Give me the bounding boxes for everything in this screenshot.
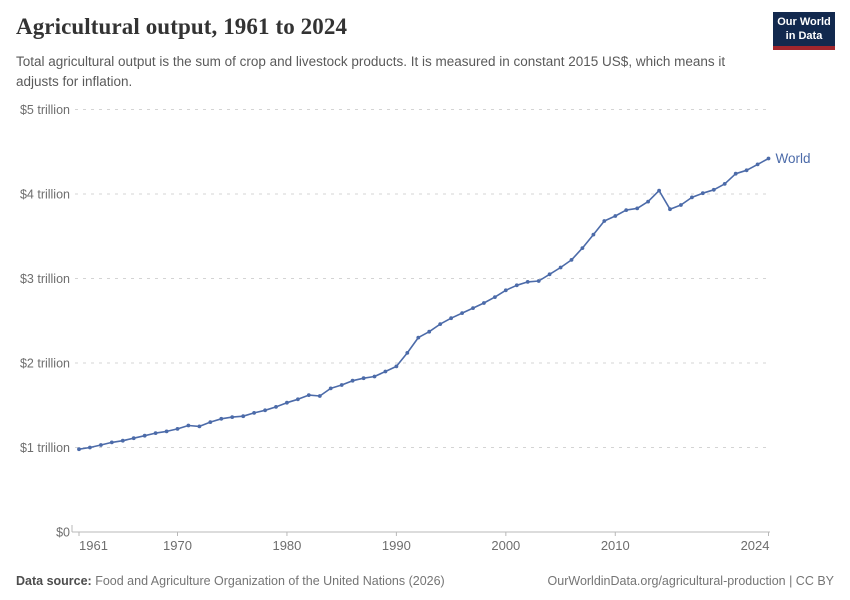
data-point: [591, 232, 596, 237]
data-source: Data source: Food and Agriculture Organi…: [16, 574, 445, 588]
data-point: [536, 279, 541, 283]
owid-logo-line2: in Data: [785, 29, 823, 42]
y-tick-label: $4 trillion: [20, 188, 70, 202]
data-point: [219, 416, 224, 421]
data-point: [339, 383, 344, 387]
data-point: [153, 431, 158, 435]
data-point: [328, 386, 333, 391]
data-point: [503, 288, 508, 293]
data-point: [241, 414, 246, 419]
series-end-label: World: [776, 151, 811, 166]
data-point: [285, 400, 289, 405]
data-point: [755, 162, 760, 167]
data-point: [438, 322, 443, 326]
data-point: [416, 335, 421, 340]
owid-logo-line1: Our World: [777, 16, 831, 28]
data-source-label: Data source:: [16, 574, 92, 588]
data-point: [306, 393, 311, 397]
data-point: [668, 207, 672, 212]
data-point: [525, 280, 530, 284]
data-point: [77, 447, 81, 452]
data-point: [142, 433, 147, 438]
y-tick-label: $5 trillion: [20, 103, 70, 117]
data-point: [296, 397, 300, 402]
data-point: [602, 219, 607, 223]
data-point: [99, 443, 103, 447]
x-tick-label: 2024: [741, 538, 770, 553]
data-point: [624, 208, 629, 213]
data-point: [744, 168, 749, 173]
chart-footer: Data source: Food and Agriculture Organi…: [16, 574, 834, 588]
data-point: [372, 374, 377, 379]
data-point: [679, 203, 683, 207]
data-point: [164, 429, 169, 434]
data-point: [514, 283, 519, 288]
attribution: OurWorldinData.org/agricultural-producti…: [547, 574, 834, 588]
x-tick-label: 2000: [491, 538, 520, 553]
chart-title: Agricultural output, 1961 to 2024: [16, 14, 348, 39]
data-point: [766, 156, 771, 161]
data-point: [482, 301, 486, 305]
data-point: [405, 351, 410, 355]
x-tick-label: 1990: [382, 538, 411, 553]
data-point: [449, 316, 453, 321]
data-point: [186, 423, 191, 428]
data-point: [252, 411, 256, 415]
data-point: [722, 182, 727, 186]
data-point: [427, 329, 432, 334]
data-point: [471, 306, 475, 310]
y-tick-label: $0: [56, 526, 70, 540]
y-tick-label: $3 trillion: [20, 272, 70, 286]
data-point: [131, 436, 136, 441]
x-tick-label: 1980: [272, 538, 301, 553]
data-point: [711, 187, 716, 192]
data-point: [274, 405, 278, 409]
data-point: [657, 188, 661, 193]
data-point: [580, 246, 585, 251]
data-point: [394, 364, 399, 369]
data-point: [460, 311, 464, 315]
data-point: [646, 199, 650, 204]
data-point: [88, 445, 92, 450]
data-point: [383, 369, 388, 374]
owid-logo: Our World in Data: [773, 12, 835, 50]
data-point: [120, 438, 125, 443]
y-tick-label: $2 trillion: [20, 357, 70, 371]
x-tick-label: 2010: [601, 538, 630, 553]
data-point: [493, 295, 497, 299]
data-point: [263, 408, 267, 413]
data-point: [230, 415, 235, 419]
data-point: [547, 272, 552, 277]
data-point: [208, 420, 213, 424]
data-point: [350, 378, 355, 383]
data-point: [109, 440, 114, 445]
x-tick-label: 1961: [79, 538, 108, 553]
data-point: [700, 191, 705, 196]
world-line: [78, 157, 769, 450]
data-point: [317, 394, 322, 398]
data-point: [175, 427, 180, 431]
data-point: [361, 376, 366, 381]
data-point: [197, 424, 202, 429]
data-source-text: Food and Agriculture Organization of the…: [91, 574, 445, 588]
data-point: [733, 171, 738, 176]
y-tick-label: $1 trillion: [20, 441, 70, 455]
data-point: [569, 258, 574, 262]
x-tick-label: 1970: [163, 538, 192, 553]
data-point: [690, 195, 694, 200]
data-point: [613, 214, 618, 218]
chart-subtitle: Total agricultural output is the sum of …: [16, 54, 726, 89]
data-point: [635, 206, 640, 211]
data-point: [558, 265, 563, 270]
